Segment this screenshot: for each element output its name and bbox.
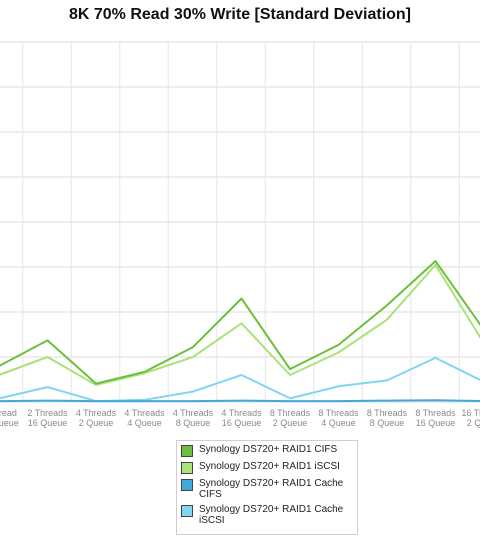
legend-label: Synology DS720+ RAID1 Cache CIFS	[199, 478, 344, 500]
x-tick-label: 16 Queue	[416, 418, 456, 428]
legend-swatch	[181, 445, 193, 457]
legend-item[interactable]: Synology DS720+ RAID1 CIFS	[181, 444, 351, 457]
x-tick-label: 16 Queue	[0, 418, 19, 428]
series-line-0	[0, 260, 480, 385]
legend-swatch	[181, 479, 193, 491]
x-tick-label: 2 Threads	[27, 408, 68, 418]
x-tick-label: 16 Threads	[461, 408, 480, 418]
x-tick-label: 8 Queue	[176, 418, 211, 428]
x-tick-label: 2 Queue	[273, 418, 308, 428]
x-tick-label: 16 Queue	[222, 418, 262, 428]
chart-title: 8K 70% Read 30% Write [Standard Deviatio…	[68, 6, 412, 23]
legend-swatch	[181, 462, 193, 474]
x-tick-label: 2 Queue	[467, 418, 480, 428]
x-tick-label: 2 Queue	[79, 418, 114, 428]
grid-lines	[0, 41, 480, 403]
legend-item[interactable]: Synology DS720+ RAID1 Cache CIFS	[181, 478, 351, 500]
x-tick-label: 1 Thread	[0, 408, 17, 418]
series-line-2	[0, 399, 480, 403]
x-tick-label: 8 Threads	[270, 408, 311, 418]
series-lines	[0, 260, 480, 403]
series-line-3	[0, 356, 480, 403]
legend-item[interactable]: Synology DS720+ RAID1 Cache iSCSI	[181, 504, 351, 526]
legend-label: Synology DS720+ RAID1 Cache iSCSI	[199, 504, 344, 526]
x-tick-label: 8 Threads	[367, 408, 408, 418]
x-tick-label: 4 Queue	[321, 418, 356, 428]
x-tick-label: 4 Threads	[221, 408, 262, 418]
x-tick-label: 4 Threads	[173, 408, 214, 418]
legend-label: Synology DS720+ RAID1 CIFS	[199, 444, 338, 455]
x-tick-label: 4 Threads	[124, 408, 165, 418]
x-tick-label: 8 Threads	[415, 408, 456, 418]
series-line-1	[0, 263, 480, 386]
x-tick-label: 8 Threads	[318, 408, 359, 418]
legend-item[interactable]: Synology DS720+ RAID1 iSCSI	[181, 461, 351, 474]
x-tick-label: 16 Queue	[28, 418, 68, 428]
x-tick-label: 4 Queue	[127, 418, 162, 428]
legend: Synology DS720+ RAID1 CIFS Synology DS720…	[176, 440, 358, 535]
x-tick-label: 4 Threads	[76, 408, 117, 418]
legend-label: Synology DS720+ RAID1 iSCSI	[199, 461, 340, 472]
legend-swatch	[181, 505, 193, 517]
x-tick-label: 8 Queue	[370, 418, 405, 428]
